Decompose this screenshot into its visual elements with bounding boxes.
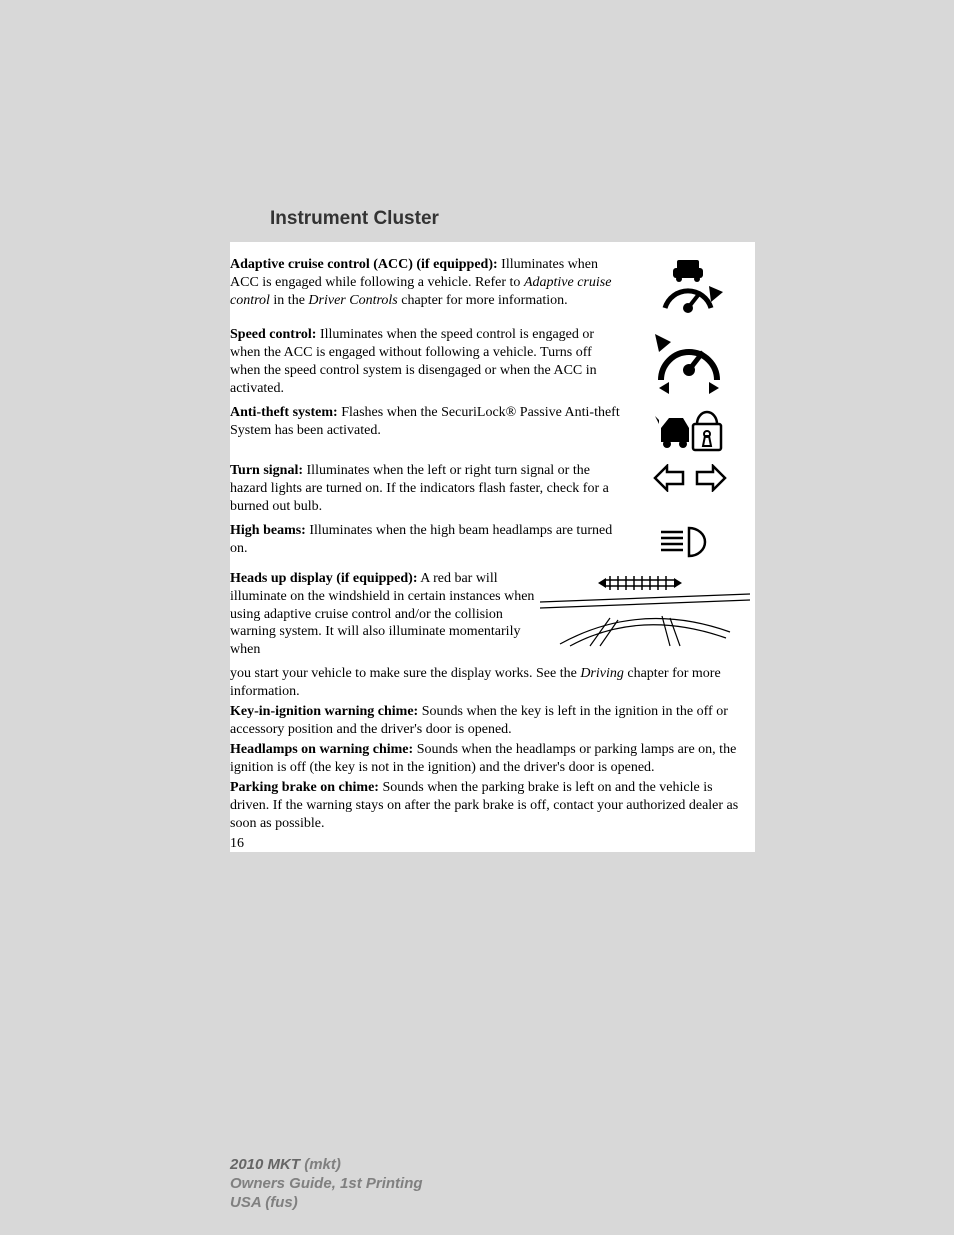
- antitheft-text: Anti-theft system: Flashes when the Secu…: [230, 404, 625, 440]
- acc-text: Adaptive cruise control (ACC) (if equipp…: [230, 256, 625, 310]
- section-high: High beams: Illuminates when the high be…: [230, 522, 755, 560]
- acc-body3: chapter for more information.: [398, 293, 568, 308]
- hud-label: Heads up display (if equipped):: [230, 571, 418, 586]
- footer-region-code: (fus): [265, 1194, 298, 1211]
- acc-body2: in the: [270, 293, 309, 308]
- section-parking: Parking brake on chime: Sounds when the …: [230, 779, 755, 833]
- section-hud: Heads up display (if equipped): A red ba…: [230, 570, 755, 660]
- turn-icon: [625, 462, 755, 492]
- speed-label: Speed control:: [230, 327, 316, 342]
- section-antitheft: Anti-theft system: Flashes when the Secu…: [230, 404, 755, 456]
- footer: 2010 MKT (mkt) Owners Guide, 1st Printin…: [230, 1156, 423, 1212]
- hud-continuation: you start your vehicle to make sure the …: [230, 665, 755, 701]
- high-text: High beams: Illuminates when the high be…: [230, 522, 625, 558]
- page-title: Instrument Cluster: [270, 208, 735, 230]
- footer-line3: USA (fus): [230, 1194, 423, 1213]
- page-container: Instrument Cluster Adaptive cruise contr…: [230, 150, 755, 852]
- footer-region: USA: [230, 1194, 265, 1211]
- section-acc: Adaptive cruise control (ACC) (if equipp…: [230, 256, 755, 320]
- section-speed: Speed control: Illuminates when the spee…: [230, 326, 755, 398]
- hud-icon: [535, 570, 755, 648]
- footer-model-code: (mkt): [304, 1156, 341, 1173]
- section-turn: Turn signal: Illuminates when the left o…: [230, 462, 755, 516]
- hud-body-part2: you start your vehicle to make sure the …: [230, 666, 580, 681]
- turn-label: Turn signal:: [230, 463, 303, 478]
- key-label: Key-in-ignition warning chime:: [230, 704, 418, 719]
- speed-icon: [625, 326, 755, 398]
- section-headlamps: Headlamps on warning chime: Sounds when …: [230, 741, 755, 777]
- speed-text: Speed control: Illuminates when the spee…: [230, 326, 625, 398]
- hud-text: Heads up display (if equipped): A red ba…: [230, 570, 535, 660]
- section-key: Key-in-ignition warning chime: Sounds wh…: [230, 703, 755, 739]
- acc-icon: [625, 256, 755, 320]
- content: Adaptive cruise control (ACC) (if equipp…: [230, 242, 755, 852]
- header-bar: Instrument Cluster: [230, 150, 755, 242]
- page-number: 16: [230, 836, 755, 852]
- footer-line1: 2010 MKT (mkt): [230, 1156, 423, 1175]
- footer-model: 2010 MKT: [230, 1156, 304, 1173]
- acc-label: Adaptive cruise control (ACC) (if equipp…: [230, 257, 498, 272]
- parking-label: Parking brake on chime:: [230, 780, 379, 795]
- headlamps-label: Headlamps on warning chime:: [230, 742, 413, 757]
- hud-ref: Driving: [580, 666, 624, 681]
- acc-ref2: Driver Controls: [308, 293, 397, 308]
- turn-text: Turn signal: Illuminates when the left o…: [230, 462, 625, 516]
- antitheft-icon: [625, 404, 755, 456]
- high-icon: [625, 522, 755, 560]
- high-label: High beams:: [230, 523, 306, 538]
- antitheft-label: Anti-theft system:: [230, 405, 338, 420]
- footer-line2: Owners Guide, 1st Printing: [230, 1175, 423, 1194]
